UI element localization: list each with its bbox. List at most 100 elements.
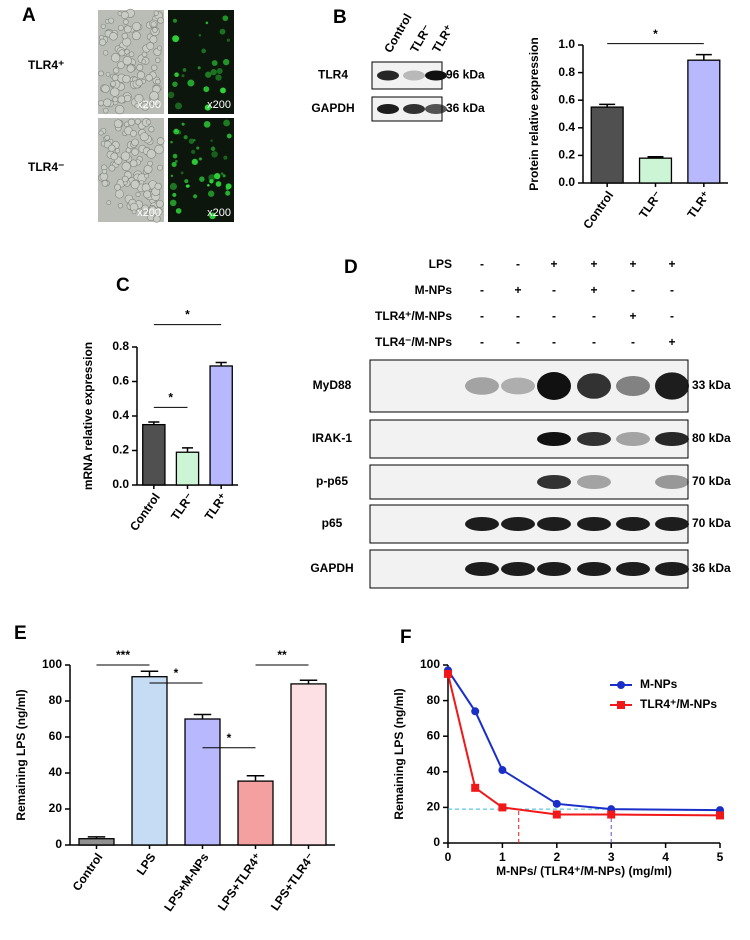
cell [100, 23, 106, 29]
legend-label: TLR4⁺/M-NPs [640, 697, 717, 711]
x-tick-label: LPS+TLR4⁻ [268, 851, 318, 914]
marker [552, 810, 561, 819]
cell [142, 209, 149, 216]
cell [215, 74, 222, 81]
cell [112, 67, 120, 74]
cell [124, 48, 130, 55]
band [501, 377, 535, 395]
marker [617, 681, 625, 689]
cell [193, 194, 198, 199]
cell [134, 118, 141, 125]
cell [106, 200, 112, 205]
cell [198, 157, 202, 161]
treatment-sign: - [631, 335, 635, 349]
y-tick-label: 0.0 [558, 175, 575, 189]
x-tick-label: Control [70, 851, 106, 894]
cell [191, 158, 198, 166]
cell [220, 172, 224, 175]
cell [154, 57, 161, 63]
band [465, 562, 499, 576]
cell [211, 151, 218, 158]
y-tick-label: 80 [49, 693, 63, 707]
marker [471, 783, 480, 792]
band [655, 517, 689, 531]
cell [143, 164, 153, 174]
cell [209, 212, 216, 220]
blot-label: p65 [322, 516, 343, 530]
cell [198, 33, 202, 37]
cell [169, 182, 177, 191]
bar [290, 683, 327, 846]
cell [101, 84, 110, 94]
marker [716, 811, 724, 820]
cell [110, 87, 120, 97]
y-tick-label: 0.2 [558, 148, 575, 162]
cell [118, 49, 126, 57]
band [577, 562, 611, 576]
cell [110, 80, 117, 87]
cell [113, 119, 123, 129]
error-bar [140, 670, 159, 677]
cell [155, 78, 161, 85]
x-tick-label: TLR⁻ [168, 491, 196, 523]
cell [139, 132, 149, 142]
band [425, 70, 447, 81]
cell [117, 202, 124, 209]
cell [147, 160, 153, 167]
error-bar [193, 713, 212, 719]
treatment-sign: - [592, 335, 596, 349]
treatment-sign: + [668, 335, 675, 349]
cell [187, 79, 195, 87]
cell [134, 93, 144, 103]
cell [146, 149, 156, 159]
cell [216, 67, 223, 74]
cell [210, 139, 213, 142]
y-tick-label: 80 [427, 693, 441, 707]
bar [237, 780, 274, 846]
cell [123, 94, 132, 103]
cell [210, 146, 216, 152]
cell [199, 176, 205, 182]
cell [122, 74, 131, 84]
marker [498, 766, 507, 775]
cell [121, 175, 129, 183]
cell [188, 138, 195, 144]
cell [108, 144, 116, 152]
cell [112, 96, 119, 103]
cell [145, 74, 153, 82]
cell [172, 81, 178, 87]
treatment-label: TLR4⁺/M-NPs [375, 309, 452, 323]
cell [207, 183, 210, 187]
band [425, 104, 447, 114]
cell [130, 130, 137, 138]
x-tick-label: TLR⁺ [202, 491, 230, 523]
treatment-sign: + [590, 283, 597, 297]
panel-letter: E [14, 623, 27, 644]
treatment-sign: - [480, 309, 484, 323]
cell [215, 181, 222, 187]
cell [167, 91, 175, 99]
cell [197, 66, 201, 70]
cell [193, 138, 196, 142]
blot-size: 80 kDa [692, 431, 731, 445]
blot-label: GAPDH [311, 101, 354, 115]
y-tick-label: 0.8 [112, 339, 129, 353]
x-tick-label: TLR⁺ [684, 189, 712, 221]
blot-size: 36 kDa [446, 101, 485, 115]
cell [131, 209, 137, 215]
x-tick-label: 0 [445, 850, 452, 864]
treatment-sign: + [590, 257, 597, 271]
cell [134, 102, 141, 109]
y-tick-label: 40 [49, 765, 63, 779]
significance-label: * [174, 666, 179, 680]
band [577, 432, 611, 446]
cell [149, 91, 159, 101]
cell [132, 21, 142, 32]
cell [120, 151, 131, 161]
magnification: x200 [137, 99, 161, 111]
error-bar [246, 774, 265, 782]
cell [211, 60, 218, 66]
treatment-sign: - [592, 309, 596, 323]
marker [498, 803, 507, 812]
cell [136, 64, 144, 71]
